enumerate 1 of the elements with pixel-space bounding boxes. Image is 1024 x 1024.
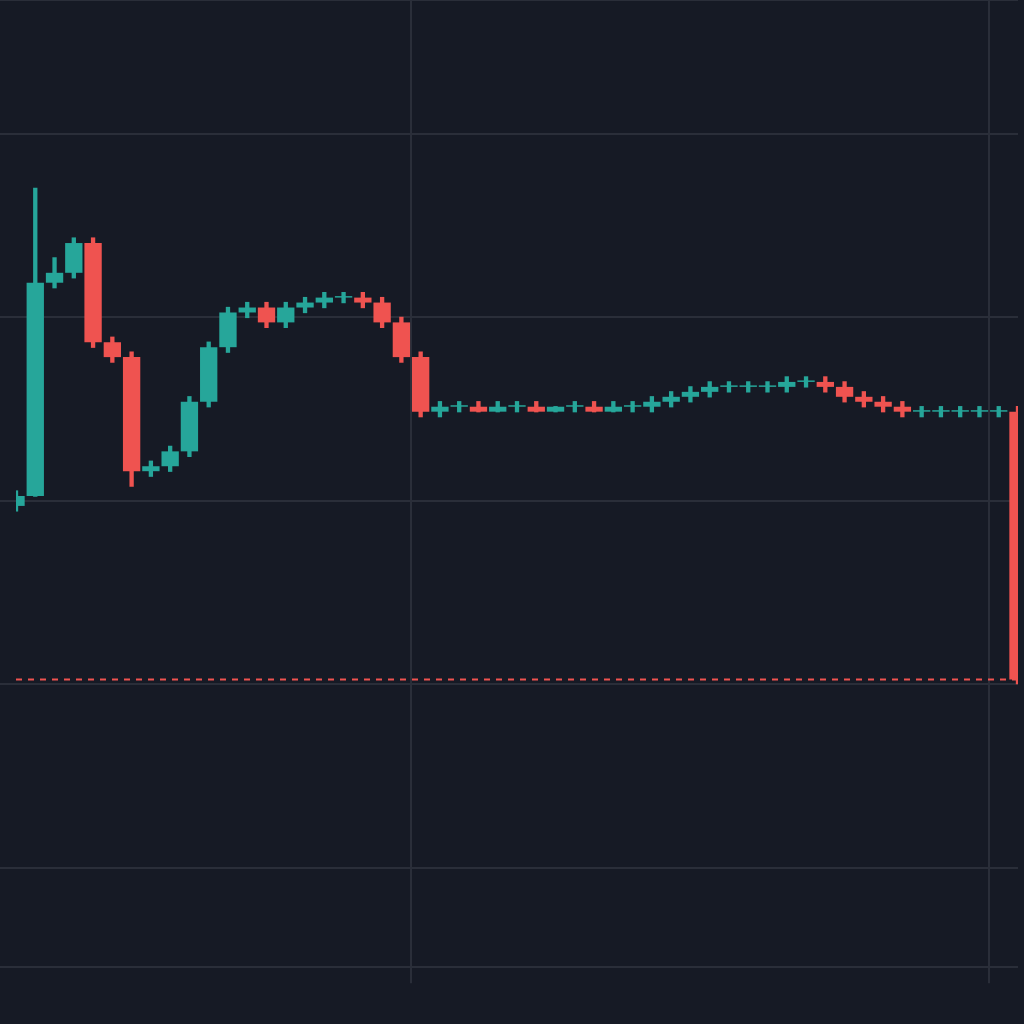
candlestick xyxy=(334,291,353,304)
